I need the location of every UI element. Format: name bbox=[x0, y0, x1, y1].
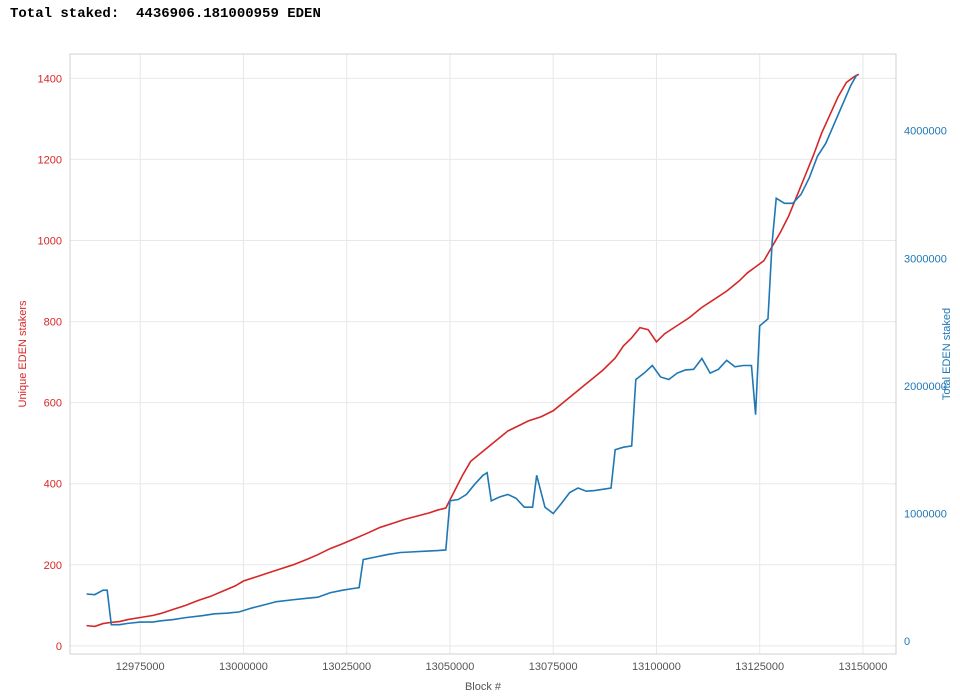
x-tick-label: 13125000 bbox=[735, 661, 784, 673]
y-left-tick-label: 800 bbox=[44, 317, 62, 329]
y-right-tick-label: 3000000 bbox=[904, 253, 947, 265]
y-left-tick-label: 1200 bbox=[38, 154, 62, 166]
page: Total staked: 4436906.181000959 EDEN 129… bbox=[0, 0, 960, 700]
y-left-tick-label: 1000 bbox=[38, 235, 62, 247]
x-tick-label: 13100000 bbox=[632, 661, 681, 673]
y-left-tick-label: 200 bbox=[44, 560, 62, 572]
x-tick-label: 13025000 bbox=[322, 661, 371, 673]
y-right-tick-label: 4000000 bbox=[904, 126, 947, 138]
y-right-tick-label: 0 bbox=[904, 636, 910, 648]
x-tick-label: 13075000 bbox=[529, 661, 578, 673]
y-right-tick-label: 1000000 bbox=[904, 509, 947, 521]
chart-svg: 12975000 13000000 13025000 13050000 13075000… bbox=[0, 36, 960, 696]
x-axis-label: Block # bbox=[465, 681, 502, 693]
x-tick-label: 13000000 bbox=[219, 661, 268, 673]
y-left-tick-label: 1400 bbox=[38, 73, 62, 85]
y-right-axis-label: Total EDEN staked bbox=[941, 308, 953, 400]
page-title: Total staked: 4436906.181000959 EDEN bbox=[10, 6, 321, 22]
chart-container: 12975000 13000000 13025000 13050000 13075000… bbox=[0, 36, 960, 696]
y-left-tick-label: 0 bbox=[56, 641, 62, 653]
y-left-axis-label: Unique EDEN stakers bbox=[17, 300, 29, 407]
x-tick-label: 12975000 bbox=[116, 661, 165, 673]
x-tick-label: 13150000 bbox=[838, 661, 887, 673]
y-left-tick-label: 400 bbox=[44, 479, 62, 491]
x-tick-label: 13050000 bbox=[425, 661, 474, 673]
y-left-tick-label: 600 bbox=[44, 398, 62, 410]
